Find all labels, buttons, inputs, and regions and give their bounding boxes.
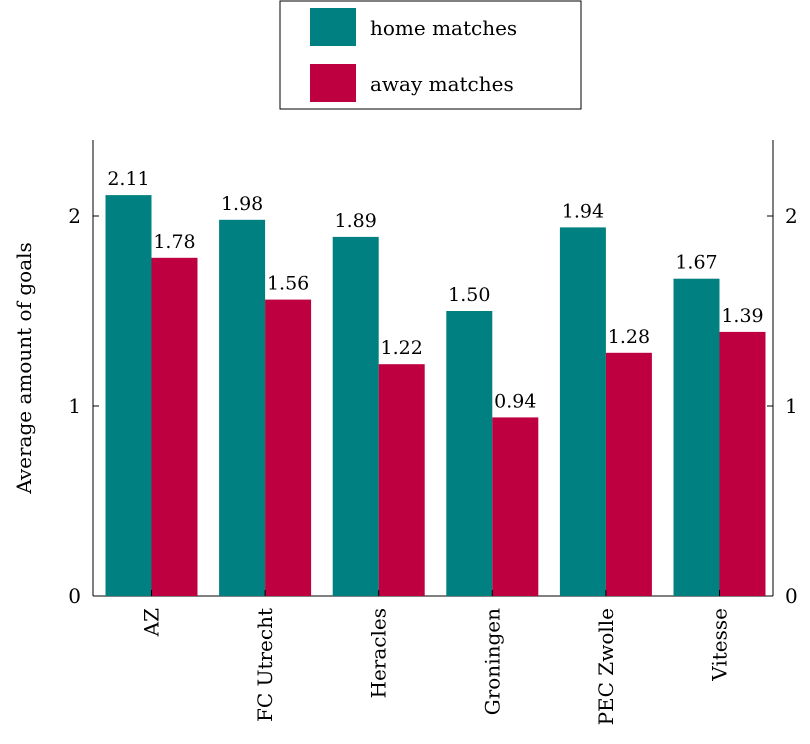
y-tick-label-right: 2 — [785, 204, 798, 228]
bar-label-home-3: 1.50 — [448, 284, 490, 306]
x-tick-label-4: PEC Zwolle — [594, 608, 618, 725]
bar-label-home-1: 1.98 — [221, 193, 263, 215]
y-tick-label-right: 1 — [785, 394, 798, 418]
bar-away-2 — [378, 364, 425, 596]
bar-label-home-0: 2.11 — [107, 168, 149, 190]
bar-away-5 — [719, 331, 766, 596]
legend-swatch-home — [310, 8, 356, 46]
x-tick-label-1: FC Utrecht — [253, 608, 277, 722]
bar-label-away-5: 1.39 — [721, 305, 763, 327]
y-axis-label: Average amount of goals — [12, 242, 36, 495]
legend-label-home: home matches — [370, 16, 517, 40]
bar-label-away-1: 1.56 — [267, 273, 309, 295]
plot-area: 0 0 1 1 2 2 2.11 1.78 AZ 1.98 1.56 FC Utrecht 1.89 1.… — [68, 140, 798, 725]
bar-home-5 — [673, 278, 720, 596]
bar-away-1 — [265, 299, 312, 596]
bar-home-2 — [332, 236, 379, 596]
bar-home-0 — [105, 195, 152, 596]
bar-home-4 — [559, 227, 606, 596]
bar-label-away-3: 0.94 — [494, 390, 536, 412]
bar-label-away-4: 1.28 — [608, 326, 650, 348]
x-tick-label-2: Heracles — [367, 608, 391, 698]
bar-away-4 — [605, 352, 652, 596]
bar-home-1 — [219, 219, 266, 597]
legend-swatch-away — [310, 64, 356, 102]
bar-label-away-2: 1.22 — [381, 337, 423, 359]
bar-away-3 — [492, 417, 539, 596]
bar-home-3 — [446, 311, 493, 596]
bar-away-0 — [151, 257, 198, 596]
bar-label-away-0: 1.78 — [153, 231, 195, 253]
bar-label-home-4: 1.94 — [562, 200, 604, 222]
x-tick-label-0: AZ — [140, 608, 164, 637]
y-tick-label-left: 0 — [68, 584, 81, 608]
bar-label-home-5: 1.67 — [675, 252, 717, 274]
bar-label-home-2: 1.89 — [335, 210, 377, 232]
y-tick-label-right: 0 — [785, 584, 798, 608]
y-tick-label-left: 2 — [68, 204, 81, 228]
legend-label-away: away matches — [370, 72, 514, 96]
y-tick-label-left: 1 — [68, 394, 81, 418]
x-tick-label-3: Groningen — [480, 608, 504, 715]
x-tick-label-5: Vitesse — [708, 608, 732, 682]
legend: home matches away matches — [279, 0, 582, 110]
